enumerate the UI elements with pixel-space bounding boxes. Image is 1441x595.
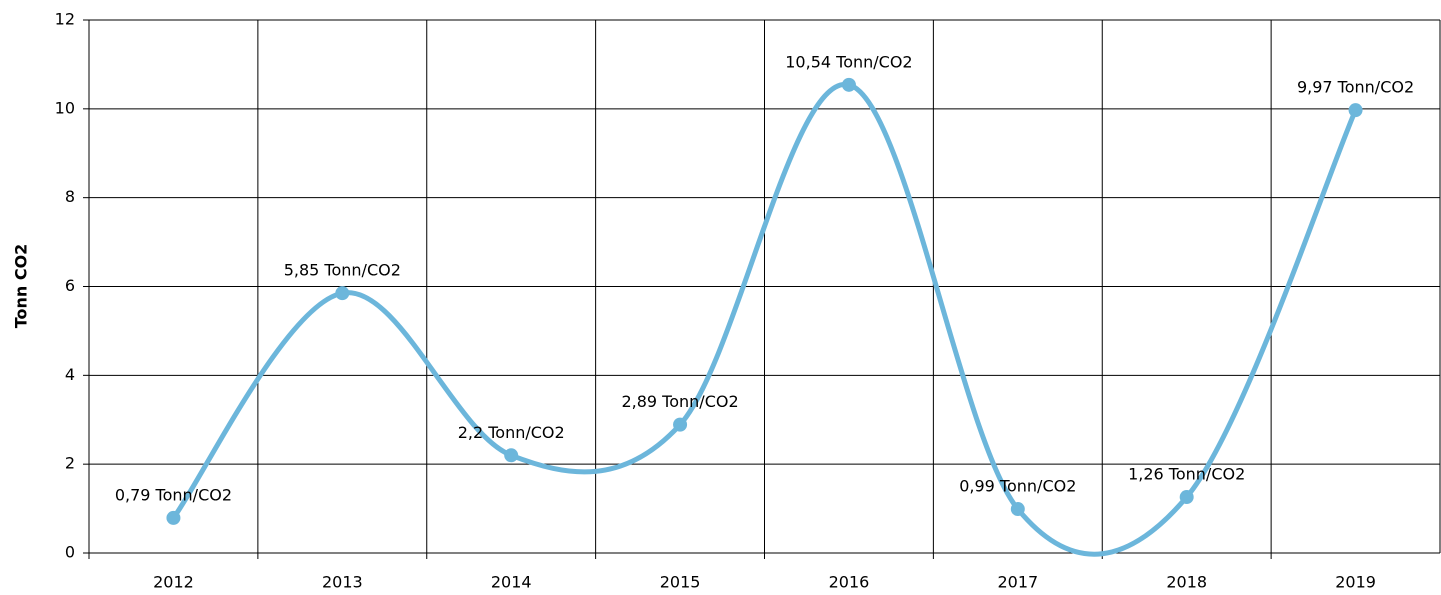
y-tick-label: 8 (65, 187, 75, 206)
y-axis-label: Tonn CO2 (12, 244, 31, 329)
point (166, 510, 181, 525)
y-tick-label: 4 (65, 365, 75, 384)
point (504, 448, 519, 463)
data-label: 9,97 Tonn/CO2 (1297, 78, 1414, 97)
x-tick-label: 2012 (153, 573, 194, 592)
y-tick-label: 2 (65, 454, 75, 473)
point (1348, 103, 1363, 118)
y-tick-label: 6 (65, 276, 75, 295)
x-tick-label: 2015 (660, 573, 701, 592)
point (841, 77, 856, 92)
y-tick-label: 0 (65, 543, 75, 562)
x-tick-label: 2019 (1335, 573, 1376, 592)
data-label: 2,2 Tonn/CO2 (458, 423, 565, 442)
data-label: 2,89 Tonn/CO2 (621, 392, 738, 411)
y-tick-label: 12 (55, 10, 75, 29)
y-tick-label: 10 (55, 98, 75, 117)
x-tick-label: 2017 (997, 573, 1038, 592)
x-tick-label: 2014 (491, 573, 532, 592)
data-label: 1,26 Tonn/CO2 (1128, 465, 1245, 484)
point (673, 417, 688, 432)
data-label: 10,54 Tonn/CO2 (785, 52, 912, 71)
point (1179, 490, 1194, 505)
data-label: 0,99 Tonn/CO2 (959, 477, 1076, 496)
x-tick-label: 2018 (1166, 573, 1207, 592)
data-label: 0,79 Tonn/CO2 (115, 485, 232, 504)
x-tick-label: 2013 (322, 573, 363, 592)
point (1010, 502, 1025, 517)
data-label: 5,85 Tonn/CO2 (284, 261, 401, 280)
point (335, 286, 350, 301)
x-tick-label: 2016 (829, 573, 870, 592)
